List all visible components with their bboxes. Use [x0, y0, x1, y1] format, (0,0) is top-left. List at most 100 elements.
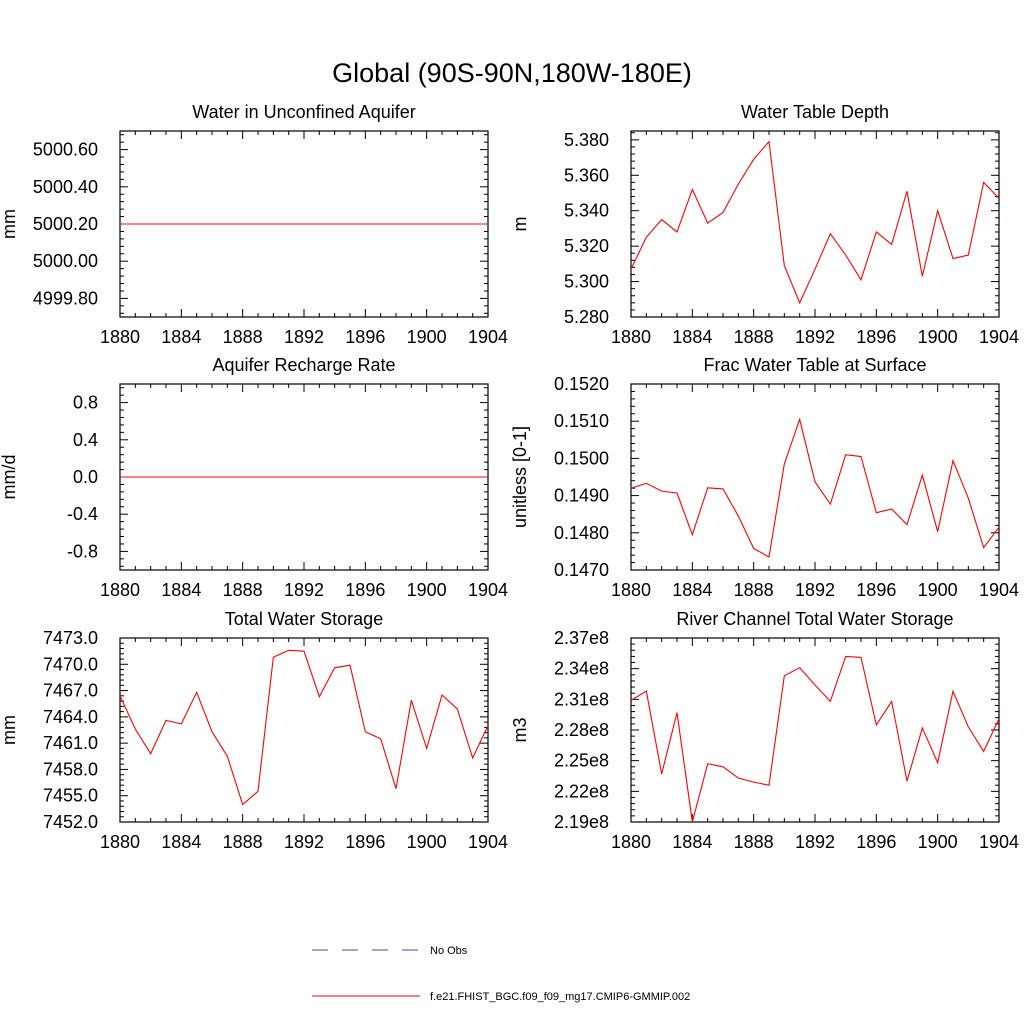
- y-axis-label: mm: [0, 209, 19, 239]
- y-tick-label: 7464.0: [43, 707, 98, 727]
- y-tick-label: 4999.80: [33, 288, 98, 308]
- y-tick-label: 0.1520: [554, 374, 609, 394]
- y-tick-label: 7461.0: [43, 733, 98, 753]
- x-tick-label: 1904: [468, 327, 508, 347]
- panel-title: Total Water Storage: [225, 609, 383, 629]
- y-tick-label: 2.37e8: [554, 628, 609, 648]
- chart-panel: Water Table Depth m 1880 1884 1888 1892 1896 19…: [510, 102, 1019, 347]
- x-tick-label: 1892: [795, 580, 835, 600]
- x-tick-label: 1904: [468, 580, 508, 600]
- x-tick-label: 1900: [407, 832, 447, 852]
- plot-frame: [630, 637, 1000, 823]
- x-tick-label: 1884: [672, 580, 712, 600]
- x-tick-label: 1884: [161, 832, 201, 852]
- y-tick-label: 5.360: [564, 165, 609, 185]
- x-tick-label: 1884: [161, 580, 201, 600]
- x-tick-label: 1888: [734, 832, 774, 852]
- x-tick-label: 1880: [611, 832, 651, 852]
- panel-title: Water in Unconfined Aquifer: [192, 102, 415, 122]
- chart-panel: Water in Unconfined Aquifer mm 1880 1884 188…: [0, 102, 508, 347]
- y-tick-label: 2.22e8: [554, 781, 609, 801]
- y-tick-label: 2.34e8: [554, 659, 609, 679]
- y-tick-label: 5.340: [564, 201, 609, 221]
- x-tick-label: 1892: [284, 580, 324, 600]
- y-tick-label: -0.8: [67, 541, 98, 561]
- y-tick-label: 7473.0: [43, 628, 98, 648]
- x-tick-label: 1900: [918, 832, 958, 852]
- x-tick-label: 1880: [611, 327, 651, 347]
- plot-frame: [119, 637, 489, 823]
- y-tick-label: 7458.0: [43, 759, 98, 779]
- x-tick-label: 1880: [100, 327, 140, 347]
- x-tick-label: 1896: [345, 580, 385, 600]
- series-line: [119, 649, 489, 806]
- x-tick-label: 1892: [795, 327, 835, 347]
- x-tick-label: 1888: [734, 327, 774, 347]
- x-tick-label: 1900: [407, 580, 447, 600]
- chart-panels: Water in Unconfined Aquifer mm 1880 1884 188…: [0, 102, 1019, 852]
- y-axis-label: unitless [0-1]: [510, 426, 530, 528]
- legend-label: No Obs: [430, 945, 468, 957]
- y-tick-label: 7467.0: [43, 681, 98, 701]
- y-tick-label: 7452.0: [43, 812, 98, 832]
- x-tick-label: 1884: [672, 327, 712, 347]
- x-tick-label: 1884: [672, 832, 712, 852]
- y-tick-label: 0.8: [73, 393, 98, 413]
- x-tick-label: 1892: [795, 832, 835, 852]
- x-tick-label: 1880: [100, 580, 140, 600]
- x-tick-label: 1892: [284, 327, 324, 347]
- y-tick-label: 0.4: [73, 430, 98, 450]
- y-tick-label: 5000.00: [33, 251, 98, 271]
- x-tick-label: 1896: [856, 327, 896, 347]
- x-tick-label: 1880: [611, 580, 651, 600]
- y-tick-label: 0.1500: [554, 448, 609, 468]
- y-tick-label: 7470.0: [43, 654, 98, 674]
- legend-label: f.e21.FHIST_BGC.f09_f09_mg17.CMIP6-GMMIP…: [430, 991, 690, 1003]
- chart-panel: River Channel Total Water Storage m3 1880 1…: [510, 609, 1019, 852]
- x-tick-label: 1888: [734, 580, 774, 600]
- chart-panel: Frac Water Table at Surface unitless [0-1…: [510, 355, 1019, 600]
- x-tick-label: 1896: [856, 832, 896, 852]
- y-tick-label: 5.380: [564, 130, 609, 150]
- series-line: [630, 140, 1000, 305]
- y-tick-label: 5000.60: [33, 140, 98, 160]
- legend: No Obs f.e21.FHIST_BGC.f09_f09_mg17.CMIP6…: [312, 945, 690, 1003]
- x-tick-label: 1900: [918, 580, 958, 600]
- panel-title: River Channel Total Water Storage: [676, 609, 953, 629]
- x-tick-label: 1892: [284, 832, 324, 852]
- y-tick-label: 5.300: [564, 272, 609, 292]
- panel-title: Water Table Depth: [741, 102, 889, 122]
- y-tick-label: 0.0: [73, 467, 98, 487]
- panel-title: Aquifer Recharge Rate: [212, 355, 395, 375]
- y-tick-label: 0.1510: [554, 411, 609, 431]
- x-tick-label: 1896: [345, 327, 385, 347]
- chart-panel: Total Water Storage mm 1880 1884 1888 1892 189…: [0, 609, 508, 852]
- y-axis-label: m3: [510, 717, 530, 742]
- x-tick-label: 1896: [856, 580, 896, 600]
- x-tick-label: 1900: [407, 327, 447, 347]
- x-tick-label: 1896: [345, 832, 385, 852]
- y-tick-label: -0.4: [67, 504, 98, 524]
- x-tick-label: 1904: [979, 580, 1019, 600]
- x-tick-label: 1888: [223, 580, 263, 600]
- y-tick-label: 5000.20: [33, 214, 98, 234]
- y-tick-label: 0.1470: [554, 560, 609, 580]
- x-tick-label: 1900: [918, 327, 958, 347]
- y-axis-label: m: [510, 217, 530, 232]
- y-axis-label: mm: [0, 715, 19, 745]
- main-title: Global (90S-90N,180W-180E): [332, 58, 692, 88]
- x-tick-label: 1888: [223, 832, 263, 852]
- series-line: [630, 655, 1000, 823]
- x-tick-label: 1904: [468, 832, 508, 852]
- y-tick-label: 2.28e8: [554, 720, 609, 740]
- x-tick-label: 1904: [979, 832, 1019, 852]
- y-tick-label: 2.31e8: [554, 689, 609, 709]
- y-tick-label: 2.25e8: [554, 751, 609, 771]
- y-tick-label: 2.19e8: [554, 812, 609, 832]
- y-tick-label: 7455.0: [43, 786, 98, 806]
- x-tick-label: 1888: [223, 327, 263, 347]
- panel-title: Frac Water Table at Surface: [703, 355, 926, 375]
- y-tick-label: 5.320: [564, 236, 609, 256]
